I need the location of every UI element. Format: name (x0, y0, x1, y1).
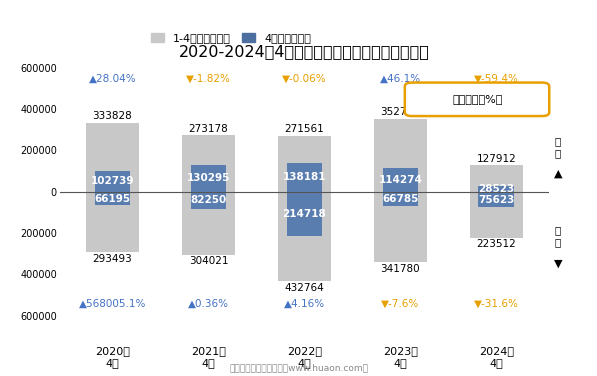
Text: 341780: 341780 (381, 264, 420, 274)
Text: 223512: 223512 (476, 240, 516, 249)
Text: ▼-7.6%: ▼-7.6% (381, 299, 420, 308)
Bar (374, 192, 427, 262)
Bar (190, 192, 226, 209)
Bar (470, 192, 523, 238)
Bar (94, 192, 130, 205)
Bar (383, 168, 418, 192)
Text: 同比增速（%）: 同比增速（%） (452, 94, 503, 105)
Text: 制图：华经产业研究院（www.huaon.com）: 制图：华经产业研究院（www.huaon.com） (229, 363, 368, 372)
Text: 138181: 138181 (283, 173, 326, 182)
FancyBboxPatch shape (405, 83, 549, 116)
Text: 66195: 66195 (94, 194, 131, 204)
Text: ▲28.04%: ▲28.04% (89, 74, 136, 84)
Text: ▼-59.4%: ▼-59.4% (474, 74, 519, 84)
Title: 2020-2024年4月重庆江津综合保税区进、出口额: 2020-2024年4月重庆江津综合保税区进、出口额 (179, 45, 430, 59)
Text: 273178: 273178 (189, 124, 229, 134)
Text: 352743: 352743 (380, 108, 420, 117)
Bar (287, 163, 322, 192)
Bar (479, 192, 515, 208)
Bar (383, 192, 418, 206)
Text: ▲568005.1%: ▲568005.1% (79, 299, 146, 308)
Bar (86, 192, 139, 252)
Text: 214718: 214718 (282, 209, 327, 219)
Bar (287, 192, 322, 236)
Text: 66785: 66785 (382, 194, 418, 204)
Bar (278, 136, 331, 192)
Text: 102739: 102739 (91, 176, 134, 186)
Text: ▼-31.6%: ▼-31.6% (474, 299, 519, 308)
Text: ▲4.16%: ▲4.16% (284, 299, 325, 308)
Bar (94, 170, 130, 192)
Bar (470, 165, 523, 192)
Text: 出
口: 出 口 (554, 136, 561, 158)
Bar (374, 119, 427, 192)
Bar (182, 135, 235, 192)
Bar (86, 123, 139, 192)
Text: ▼: ▼ (554, 259, 562, 269)
Text: 114274: 114274 (378, 175, 423, 185)
Text: ▼-0.06%: ▼-0.06% (282, 74, 327, 84)
Text: ▲0.36%: ▲0.36% (188, 299, 229, 308)
Text: 127912: 127912 (476, 154, 516, 164)
Bar (190, 165, 226, 192)
Text: 271561: 271561 (285, 124, 324, 134)
Bar (479, 186, 515, 192)
Text: ▼-1.82%: ▼-1.82% (186, 74, 231, 84)
Text: 293493: 293493 (93, 254, 133, 264)
Bar (182, 192, 235, 255)
Text: 82250: 82250 (190, 195, 227, 205)
Bar (278, 192, 331, 281)
Text: 130295: 130295 (187, 173, 230, 183)
Text: 28523: 28523 (478, 184, 515, 194)
Text: 进
口: 进 口 (554, 226, 561, 247)
Legend: 1-4月（千美元）, 4月（千美元）: 1-4月（千美元）, 4月（千美元） (146, 29, 316, 48)
Text: 75623: 75623 (478, 194, 515, 205)
Text: 304021: 304021 (189, 256, 228, 266)
Text: 333828: 333828 (93, 111, 133, 121)
Text: ▲46.1%: ▲46.1% (380, 74, 421, 84)
Text: 432764: 432764 (285, 283, 324, 293)
Text: ▲: ▲ (554, 168, 562, 178)
